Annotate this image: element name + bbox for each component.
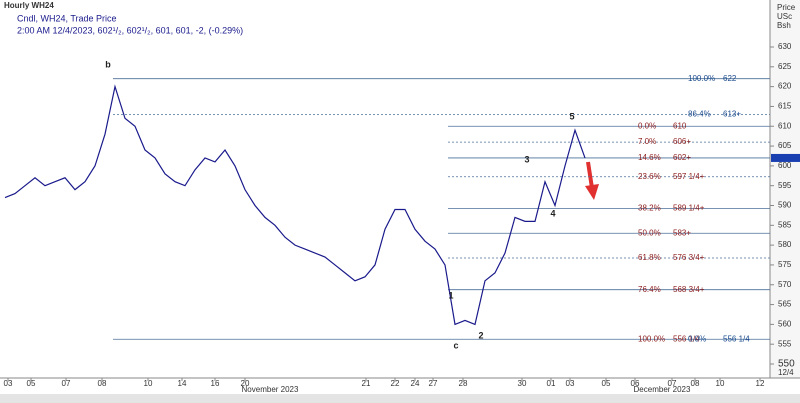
fib-percent: 86.4% xyxy=(688,109,711,118)
fib-value: 597 1/4+ xyxy=(673,172,705,181)
wave-label: b xyxy=(105,59,111,69)
fib-percent: 50.0% xyxy=(638,228,661,237)
y-tick-label: 550 xyxy=(778,359,795,370)
wave-label: 2 xyxy=(478,330,483,340)
y-tick-label: 615 xyxy=(778,102,792,111)
fib-percent: 38.2% xyxy=(638,204,661,213)
fib-value: 613+ xyxy=(723,109,741,118)
y-tick-label: 585 xyxy=(778,220,792,229)
axis-header: USc xyxy=(777,12,792,21)
price-line xyxy=(4,84,586,326)
y-tick-label: 625 xyxy=(778,62,792,71)
y-tick-label: 605 xyxy=(778,141,792,150)
x-tick-label: 14 xyxy=(178,379,187,388)
fib-percent: 0.0% xyxy=(688,334,706,343)
x-tick-label: 01 xyxy=(547,379,556,388)
x-tick-label: 27 xyxy=(429,379,438,388)
y-tick-label: 630 xyxy=(778,42,792,51)
x-tick-label: 24 xyxy=(411,379,420,388)
month-label: December 2023 xyxy=(634,385,691,394)
y-tick-label: 590 xyxy=(778,201,792,210)
wave-label: 5 xyxy=(569,111,574,121)
fib-percent: 100.0% xyxy=(638,334,665,343)
fib-percent: 100.0% xyxy=(688,74,715,83)
x-tick-label: 07 xyxy=(668,379,677,388)
fib-value: 576 3/4+ xyxy=(673,253,705,262)
y-tick-label: 600 xyxy=(778,161,792,170)
fib-percent: 14.6% xyxy=(638,153,661,162)
fib-percent: 0.0% xyxy=(638,121,656,130)
x-tick-label: 07 xyxy=(62,379,71,388)
x-tick-label: 10 xyxy=(144,379,153,388)
scrollbar[interactable] xyxy=(0,394,800,403)
wave-label: 1 xyxy=(448,290,453,300)
fib-value: 583+ xyxy=(673,228,691,237)
y-tick-label: 595 xyxy=(778,181,792,190)
x-tick-label: 16 xyxy=(211,379,220,388)
y-tick-label: 555 xyxy=(778,339,792,348)
x-tick-label: 22 xyxy=(391,379,400,388)
fib-value: 568 3/4+ xyxy=(673,285,705,294)
price-axis-panel xyxy=(770,0,800,378)
y-tick-label: 565 xyxy=(778,300,792,309)
x-tick-label: 21 xyxy=(362,379,371,388)
y-tick-label: 570 xyxy=(778,280,792,289)
y-tick-label: 580 xyxy=(778,240,792,249)
x-tick-label: 12 xyxy=(756,379,765,388)
y-tick-label: 620 xyxy=(778,82,792,91)
date-stamp: 12/4 xyxy=(778,368,794,377)
fib-percent: 23.6% xyxy=(638,172,661,181)
subtitle: Cndl, WH24, Trade Price xyxy=(17,13,117,23)
x-tick-label: 05 xyxy=(27,379,36,388)
wave-label: c xyxy=(453,340,458,350)
last-price-marker xyxy=(771,153,800,162)
wave-label: 3 xyxy=(524,154,529,164)
x-tick-label: 08 xyxy=(691,379,700,388)
y-tick-label: 575 xyxy=(778,260,792,269)
fib-percent: 61.8% xyxy=(638,253,661,262)
x-tick-label: 03 xyxy=(566,379,575,388)
y-tick-label: 560 xyxy=(778,319,792,328)
arrow xyxy=(586,161,594,189)
fib-value: 556 1/4 xyxy=(673,334,700,343)
fib-value: 610 xyxy=(673,121,687,130)
axis-header: Bsh xyxy=(777,21,791,30)
x-tick-label: 06 xyxy=(631,379,640,388)
x-tick-label: 20 xyxy=(241,379,250,388)
fib-value: 589 1/4+ xyxy=(673,204,705,213)
x-tick-label: 08 xyxy=(98,379,107,388)
fib-value: 606+ xyxy=(673,137,691,146)
x-tick-label: 03 xyxy=(4,379,13,388)
fib-value: 622 xyxy=(723,74,737,83)
chart-title: Hourly WH24 xyxy=(4,1,54,10)
x-tick-label: 28 xyxy=(459,379,468,388)
fib-value: 556 1/4 xyxy=(723,334,750,343)
wave-label: 4 xyxy=(550,208,555,218)
axis-header: Price xyxy=(777,3,796,12)
x-tick-label: 30 xyxy=(518,379,527,388)
x-tick-label: 10 xyxy=(716,379,725,388)
x-tick-label: 05 xyxy=(602,379,611,388)
fib-percent: 76.4% xyxy=(638,285,661,294)
y-tick-label: 610 xyxy=(778,121,792,130)
quote: 2:00 AM 12/4/2023, 602¹/₂, 602¹/₂, 601, … xyxy=(17,25,243,35)
fib-value: 602+ xyxy=(673,153,691,162)
month-label: November 2023 xyxy=(242,385,299,394)
arrow-head xyxy=(585,184,599,200)
fib-percent: 7.0% xyxy=(638,137,656,146)
